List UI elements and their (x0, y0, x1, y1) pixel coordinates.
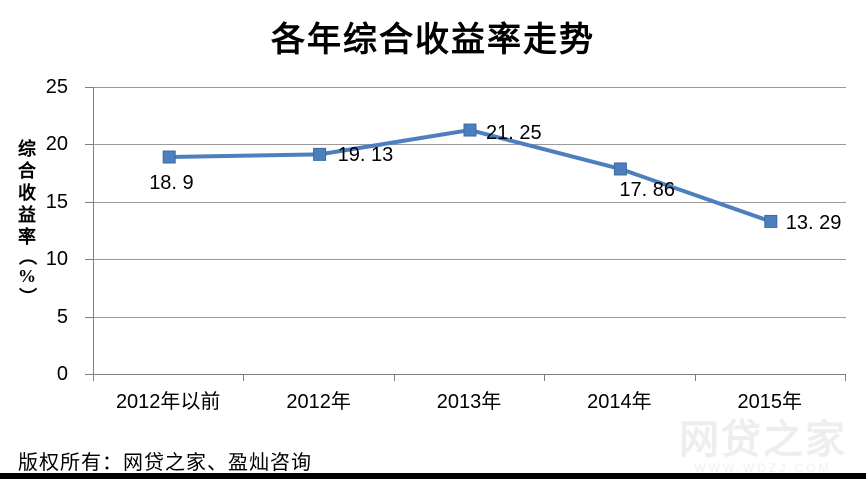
data-point-marker (313, 147, 327, 161)
plot-area: 18. 9 19. 13 21. 25 17. 86 13. 29 (93, 87, 846, 375)
series-line (169, 128, 772, 224)
data-point-marker (463, 123, 477, 137)
y-axis-title-char: ） (17, 286, 38, 305)
y-tick-label: 25 (45, 76, 68, 98)
line-series (162, 123, 778, 228)
data-label: 21. 25 (486, 122, 542, 145)
data-point-marker (764, 214, 778, 228)
x-tick-mark (845, 375, 846, 381)
data-label: 19. 13 (337, 144, 394, 167)
gridline (94, 201, 846, 203)
y-tick-mark (85, 87, 93, 88)
x-tick-mark (243, 375, 245, 381)
x-tick-label: 2012年 (286, 391, 351, 413)
data-point-marker (613, 162, 627, 176)
y-axis-title: 综合收益率（%） (14, 139, 40, 305)
gridline (94, 144, 846, 146)
x-tick-mark (93, 375, 94, 381)
y-tick-mark (85, 259, 93, 261)
y-tick-label: 0 (56, 363, 68, 385)
gridline (94, 259, 846, 261)
y-tick-label: 20 (45, 133, 68, 156)
gridline (94, 87, 846, 88)
y-axis-title-char: 率 (18, 226, 36, 247)
y-axis-title-char: % (18, 265, 36, 286)
data-point-marker (162, 150, 176, 164)
y-tick-mark (85, 144, 93, 146)
y-tick-label: 5 (56, 305, 68, 328)
y-tick-mark (85, 201, 93, 203)
y-tick-mark (85, 374, 93, 375)
data-label: 13. 29 (785, 212, 842, 235)
x-tick-label: 2015年 (737, 391, 803, 413)
x-tick-label: 2012年以前 (115, 391, 221, 413)
x-tick-mark (393, 375, 395, 381)
chart-title: 各年综合收益率走势 (271, 22, 595, 59)
watermark-url: WWW.WDZJ.COM (694, 461, 832, 475)
y-tick-label: 10 (45, 248, 68, 271)
x-tick-mark (694, 375, 696, 381)
x-tick-mark (544, 375, 546, 381)
copyright-text: 版权所有：网贷之家、盈灿咨询 (18, 452, 312, 474)
x-tick-label: 2014年 (587, 391, 652, 413)
data-label: 18. 9 (149, 172, 194, 195)
watermark: 网贷之家 WWW.WDZJ.COM (668, 417, 858, 476)
x-tick-label: 2013年 (436, 391, 502, 413)
y-axis-title-char: 综 (18, 139, 36, 159)
y-axis-title-char: 益 (18, 204, 36, 225)
y-tick-mark (85, 316, 93, 318)
y-axis-title-char: 合 (18, 160, 36, 181)
watermark-logo: 网贷之家 (679, 417, 847, 462)
y-axis-title-char: 收 (18, 182, 36, 203)
data-label: 17. 86 (619, 178, 675, 201)
y-tick-label: 15 (45, 190, 68, 213)
gridline (94, 316, 846, 318)
bottom-bar (0, 473, 866, 479)
